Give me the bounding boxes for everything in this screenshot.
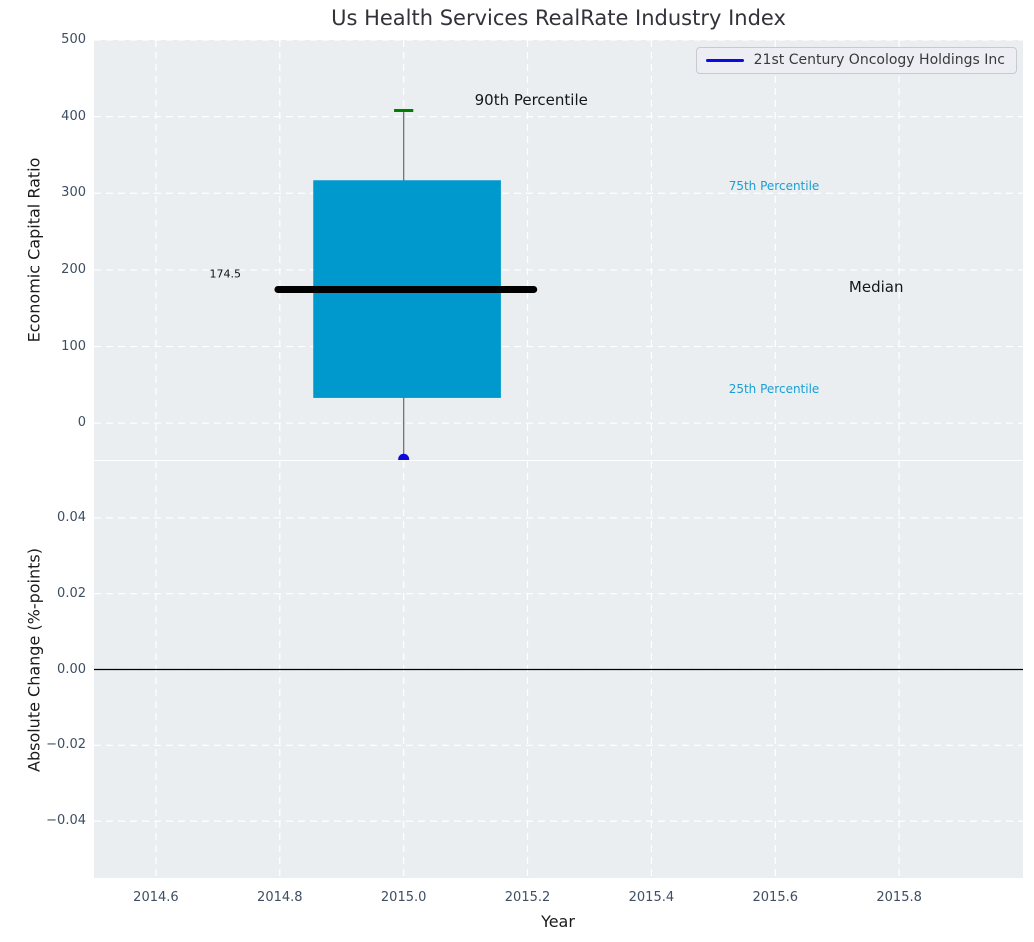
annotation: 75th Percentile — [728, 178, 820, 193]
y-tick-label: 0 — [77, 415, 86, 431]
x-tick-label: 2014.8 — [257, 890, 303, 905]
y-tick-label: 300 — [61, 185, 86, 201]
x-tick-label: 2015.4 — [628, 890, 675, 905]
legend: 21st Century Oncology Holdings Inc — [695, 47, 1017, 74]
boxplot-canvas — [94, 40, 1023, 460]
x-tick-label: 2015.0 — [380, 890, 427, 905]
x-tick-label: 2015.8 — [876, 890, 922, 905]
top-axes-economic-capital-ratio — [94, 40, 1023, 460]
x-tick-label: 2015.6 — [752, 890, 799, 905]
annotation: Median — [848, 277, 904, 296]
y-tick-label: 400 — [61, 108, 86, 124]
y-tick-label: 0.00 — [57, 661, 86, 677]
bottom-axes-absolute-change — [94, 461, 1023, 878]
company-point-marker — [398, 453, 410, 460]
y-tick-label: 0.02 — [57, 585, 86, 601]
legend-label: 21st Century Oncology Holdings Inc — [753, 52, 1005, 68]
y-tick-label: −0.02 — [46, 737, 86, 753]
y-tick-label: −0.04 — [46, 813, 86, 829]
y-tick-label: 100 — [61, 338, 86, 354]
annotation: 90th Percentile — [474, 90, 588, 109]
chart-title: Us Health Services RealRate Industry Ind… — [331, 6, 786, 30]
x-tick-label: 2015.2 — [504, 890, 551, 905]
annotation: 25th Percentile — [728, 381, 820, 396]
x-axis-label: Year — [541, 912, 575, 931]
y-tick-label: 0.04 — [57, 509, 86, 525]
legend-line-swatch — [705, 58, 744, 62]
y-tick-label: 500 — [61, 32, 86, 47]
change-canvas — [94, 461, 1023, 878]
y-tick-label: 200 — [61, 261, 86, 277]
annotation: 174.5 — [209, 267, 242, 281]
x-tick-label: 2014.6 — [133, 890, 179, 905]
